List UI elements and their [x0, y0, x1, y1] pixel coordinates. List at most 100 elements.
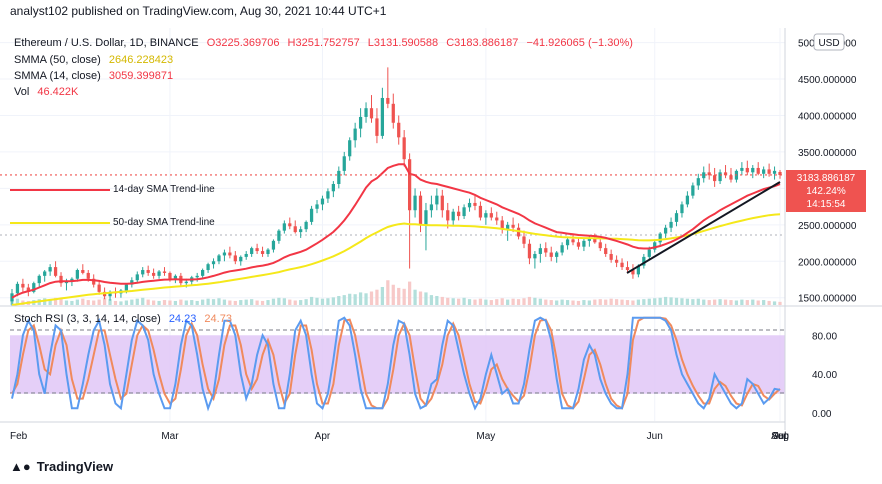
volume-bar	[740, 299, 744, 305]
volume-bar	[593, 299, 597, 305]
sma14-line	[11, 163, 781, 299]
volume-bar	[462, 297, 466, 305]
candle-body	[560, 245, 564, 253]
volume-bar	[680, 298, 684, 305]
volume-bar	[141, 297, 145, 305]
candle-body	[467, 202, 472, 208]
candle-body	[740, 167, 744, 171]
legend-sma14-value: 3059.399871	[109, 70, 173, 82]
price-tick-label: 3500.000000	[798, 148, 857, 159]
candle-body	[326, 191, 330, 199]
volume-bar	[500, 298, 504, 305]
stoch-axis[interactable]: 80.00 40.00 0.00	[812, 331, 837, 420]
volume-bar	[625, 300, 630, 305]
footer-brand: TradingView	[36, 459, 114, 474]
volume-bar	[282, 298, 286, 305]
legend-stoch-k: 24.23	[169, 313, 197, 325]
time-tick-label: May	[476, 431, 495, 442]
volume-bar	[184, 300, 188, 305]
candle-body	[772, 170, 777, 174]
svg-text:Ethereum / U.S. Dollar, 1D, BI: Ethereum / U.S. Dollar, 1D, BINANCE O322…	[14, 37, 633, 49]
chart-area[interactable]: 14-day SMA Trend-line 50-day SMA Trend-l…	[0, 22, 882, 450]
price-tick-label: 4000.000000	[798, 111, 857, 122]
volume-bar	[473, 299, 477, 305]
candle-body	[571, 239, 575, 243]
volume-bar	[244, 299, 248, 305]
candle-body	[391, 103, 395, 123]
candle-body	[674, 213, 679, 222]
footer-branding[interactable]: ▲● TradingView	[10, 459, 113, 474]
volume-bar	[190, 300, 194, 305]
candle-body	[250, 248, 254, 254]
legend-stoch-label: Stoch RSI (3, 3, 14, 14, close)	[14, 313, 161, 325]
candle-body	[767, 169, 771, 174]
price-pane[interactable]: 14-day SMA Trend-line 50-day SMA Trend-l…	[0, 28, 785, 421]
volume-bar	[702, 299, 706, 305]
time-tick-label: Mar	[161, 431, 179, 442]
candle-body	[696, 178, 700, 186]
volume-bar	[206, 298, 210, 305]
legend-close: C3183.886187	[446, 37, 518, 49]
candle-body	[587, 237, 591, 241]
candle-body	[685, 195, 690, 205]
volume-bar	[762, 300, 766, 305]
candle-body	[751, 167, 755, 173]
candle-body	[201, 270, 205, 276]
volume-bar	[337, 296, 341, 305]
candle-body	[522, 236, 526, 244]
volume-bar	[255, 300, 259, 305]
candle-body	[386, 97, 390, 104]
volume-bar	[135, 298, 139, 305]
candle-body	[304, 221, 308, 230]
volume-bar	[64, 300, 69, 305]
volume-bar	[669, 297, 673, 305]
volume-bar	[380, 287, 385, 305]
candle-body	[625, 267, 630, 271]
candle-body	[32, 283, 36, 292]
volume-bar	[130, 299, 134, 305]
time-tick-label: Jun	[647, 431, 663, 442]
legend-symbol: Ethereum / U.S. Dollar, 1D, BINANCE	[14, 37, 199, 49]
volume-bar	[151, 300, 156, 305]
candle-body	[86, 272, 90, 279]
candle-body	[151, 272, 156, 276]
candle-body	[130, 280, 134, 285]
candle-body	[663, 227, 668, 234]
candle-body	[544, 248, 548, 253]
volume-bar	[97, 299, 101, 305]
volume-bar	[113, 300, 118, 305]
candle-body	[380, 97, 385, 136]
svg-text:SMMA (50, close) 2646.22: SMMA (50, close) 2646.228423	[14, 54, 173, 66]
volume-bar	[15, 298, 20, 305]
volume-bar	[713, 299, 717, 305]
candle-body	[484, 213, 488, 218]
volume-bar	[544, 299, 548, 305]
candle-body	[266, 249, 270, 254]
volume-bar	[266, 300, 270, 305]
candle-body	[538, 248, 542, 254]
candle-body	[141, 270, 145, 275]
volume-bar	[446, 297, 450, 305]
volume-bar	[75, 299, 79, 305]
candle-body	[429, 204, 434, 211]
currency-button[interactable]: USD	[813, 33, 845, 51]
candle-body	[59, 275, 63, 284]
candle-body	[222, 252, 227, 256]
candle-body	[364, 108, 368, 117]
legend-high: H3251.752757	[288, 37, 360, 49]
volume-bar	[358, 292, 363, 305]
volume-bar	[642, 299, 646, 305]
candle-body	[565, 239, 570, 246]
stoch-pane[interactable]	[10, 316, 785, 412]
volume-bar	[331, 297, 335, 305]
volume-bar	[767, 300, 771, 305]
volume-bar	[320, 298, 325, 305]
candle-body	[37, 275, 41, 284]
volume-bar	[555, 300, 559, 305]
volume-bar	[146, 299, 150, 305]
volume-bar	[119, 301, 123, 305]
candle-body	[778, 171, 782, 175]
candle-body	[124, 284, 129, 291]
volume-bar	[538, 298, 542, 305]
